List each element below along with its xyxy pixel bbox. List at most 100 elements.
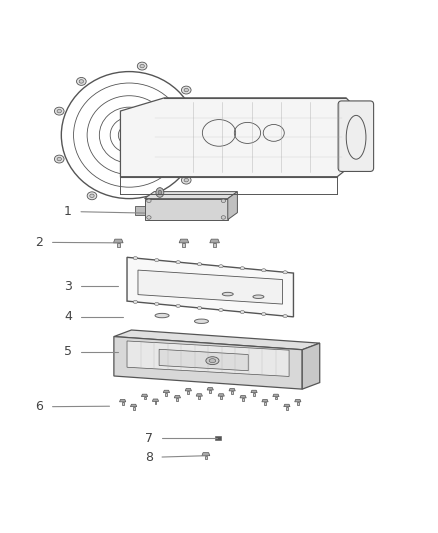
Bar bbox=[275, 397, 277, 399]
Ellipse shape bbox=[133, 256, 138, 260]
Bar bbox=[297, 402, 299, 405]
Bar bbox=[253, 393, 255, 395]
Ellipse shape bbox=[124, 130, 134, 141]
Ellipse shape bbox=[240, 311, 244, 313]
Ellipse shape bbox=[158, 190, 162, 195]
Ellipse shape bbox=[181, 176, 191, 184]
Polygon shape bbox=[131, 404, 137, 407]
Bar bbox=[122, 402, 124, 405]
Ellipse shape bbox=[176, 304, 180, 308]
Polygon shape bbox=[159, 349, 248, 371]
Ellipse shape bbox=[184, 179, 188, 182]
Ellipse shape bbox=[223, 292, 233, 296]
Polygon shape bbox=[179, 239, 189, 243]
Ellipse shape bbox=[240, 266, 244, 270]
Polygon shape bbox=[262, 399, 268, 402]
Polygon shape bbox=[127, 257, 293, 317]
Polygon shape bbox=[215, 437, 221, 440]
Text: 4: 4 bbox=[64, 310, 72, 324]
Polygon shape bbox=[120, 98, 359, 177]
Bar bbox=[264, 402, 266, 405]
Ellipse shape bbox=[198, 263, 202, 266]
Ellipse shape bbox=[156, 188, 164, 197]
Ellipse shape bbox=[155, 302, 159, 305]
Bar bbox=[205, 456, 207, 459]
Bar bbox=[286, 407, 288, 409]
Ellipse shape bbox=[57, 109, 61, 113]
Bar bbox=[220, 396, 222, 399]
Ellipse shape bbox=[133, 301, 138, 303]
Ellipse shape bbox=[54, 107, 64, 115]
Polygon shape bbox=[174, 395, 180, 398]
Polygon shape bbox=[120, 399, 126, 402]
Polygon shape bbox=[228, 191, 237, 220]
Ellipse shape bbox=[79, 79, 84, 83]
Ellipse shape bbox=[77, 77, 86, 85]
Bar bbox=[177, 398, 178, 401]
Ellipse shape bbox=[138, 62, 147, 70]
Ellipse shape bbox=[219, 309, 223, 311]
Bar bbox=[117, 243, 120, 247]
Ellipse shape bbox=[147, 199, 151, 203]
Bar bbox=[133, 407, 134, 409]
Polygon shape bbox=[284, 404, 290, 407]
Polygon shape bbox=[114, 330, 320, 350]
Polygon shape bbox=[273, 394, 279, 397]
Bar bbox=[213, 243, 216, 247]
Bar bbox=[183, 243, 185, 247]
Ellipse shape bbox=[155, 313, 169, 318]
Ellipse shape bbox=[155, 259, 159, 262]
Polygon shape bbox=[141, 394, 148, 397]
Polygon shape bbox=[152, 399, 159, 401]
Ellipse shape bbox=[87, 192, 97, 200]
Text: 3: 3 bbox=[64, 280, 72, 293]
Bar bbox=[144, 397, 145, 399]
Ellipse shape bbox=[221, 216, 226, 219]
Ellipse shape bbox=[194, 319, 208, 324]
Polygon shape bbox=[163, 390, 170, 393]
Ellipse shape bbox=[147, 216, 151, 219]
Bar bbox=[198, 396, 200, 399]
Polygon shape bbox=[114, 336, 302, 389]
Polygon shape bbox=[302, 343, 320, 389]
Ellipse shape bbox=[127, 133, 131, 138]
Ellipse shape bbox=[152, 199, 157, 203]
Polygon shape bbox=[185, 389, 191, 391]
Ellipse shape bbox=[150, 197, 159, 205]
Text: 7: 7 bbox=[145, 432, 153, 445]
Polygon shape bbox=[251, 390, 257, 393]
Ellipse shape bbox=[253, 295, 264, 298]
Ellipse shape bbox=[261, 269, 266, 272]
Ellipse shape bbox=[198, 306, 202, 310]
Polygon shape bbox=[113, 239, 123, 243]
Ellipse shape bbox=[184, 88, 188, 92]
Polygon shape bbox=[202, 453, 210, 456]
FancyBboxPatch shape bbox=[338, 101, 374, 172]
Bar bbox=[231, 391, 233, 394]
Polygon shape bbox=[218, 394, 224, 396]
Polygon shape bbox=[196, 394, 202, 396]
Polygon shape bbox=[145, 199, 228, 220]
Ellipse shape bbox=[90, 194, 94, 198]
Polygon shape bbox=[229, 389, 235, 391]
Polygon shape bbox=[295, 399, 301, 402]
Ellipse shape bbox=[176, 261, 180, 264]
Ellipse shape bbox=[209, 359, 216, 362]
Ellipse shape bbox=[283, 314, 287, 318]
Bar bbox=[242, 398, 244, 401]
Ellipse shape bbox=[206, 357, 219, 365]
Ellipse shape bbox=[261, 312, 266, 316]
Text: 1: 1 bbox=[64, 205, 72, 218]
Ellipse shape bbox=[57, 157, 61, 161]
Bar bbox=[187, 391, 189, 394]
Ellipse shape bbox=[54, 155, 64, 163]
Ellipse shape bbox=[221, 199, 226, 203]
Bar bbox=[155, 401, 156, 405]
Text: 8: 8 bbox=[145, 450, 153, 464]
Ellipse shape bbox=[140, 64, 145, 68]
Ellipse shape bbox=[219, 265, 223, 268]
Polygon shape bbox=[127, 341, 289, 376]
Ellipse shape bbox=[181, 86, 191, 94]
Polygon shape bbox=[145, 191, 237, 199]
Polygon shape bbox=[207, 387, 213, 390]
